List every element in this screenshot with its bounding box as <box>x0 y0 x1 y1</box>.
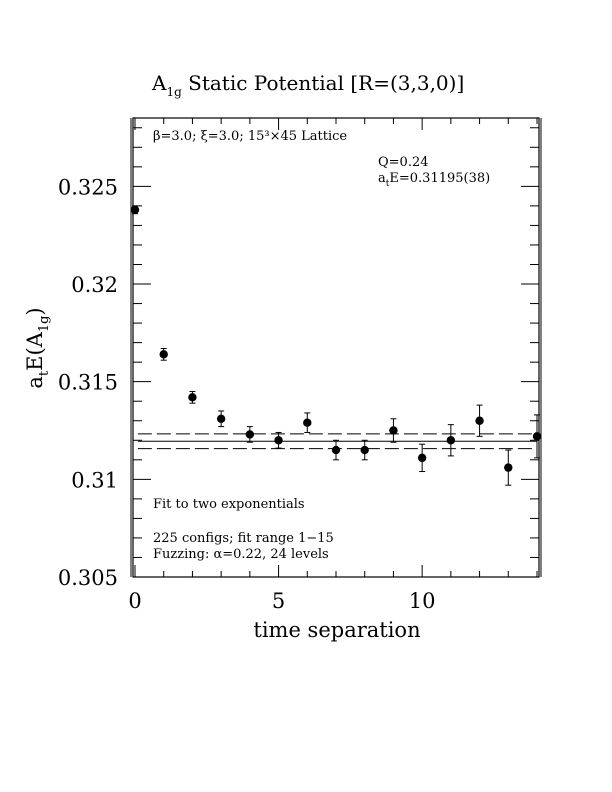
data-point <box>188 393 197 402</box>
data-point <box>446 436 456 445</box>
data-point <box>130 205 140 214</box>
x-axis-label: time separation <box>253 618 420 642</box>
configs-annotation: 225 configs; fit range 1−15 <box>153 531 334 546</box>
data-point <box>159 350 168 359</box>
data-points <box>130 205 542 486</box>
data-point <box>504 463 513 472</box>
data-point <box>274 436 283 445</box>
lattice-annotation: β=3.0; ξ=3.0; 15³×45 Lattice <box>153 129 347 144</box>
y-tick-label: 0.305 <box>58 566 118 590</box>
data-point <box>389 426 398 435</box>
data-point <box>303 418 312 427</box>
fuzzing-annotation: Fuzzing: α=0.22, 24 levels <box>153 547 329 562</box>
q-annotation: Q=0.24 <box>378 155 429 170</box>
y-tick-label: 0.32 <box>71 273 118 297</box>
y-axis-label: atE(A1g) <box>23 307 52 388</box>
x-tick-label: 5 <box>272 589 285 613</box>
data-point <box>475 416 484 425</box>
data-point <box>360 445 369 455</box>
data-point <box>532 432 542 441</box>
fit-type-annotation: Fit to two exponentials <box>153 497 305 512</box>
energy-annotation: atE=0.31195(38) <box>378 171 490 189</box>
x-tick-label: 0 <box>128 589 141 613</box>
tick-labels: 0 5 10 0.305 0.31 0.315 0.32 0.325 <box>58 175 436 613</box>
data-point <box>331 445 341 455</box>
data-point <box>245 430 255 439</box>
data-point <box>417 453 427 463</box>
chart-title: A1g Static Potential [R=(3,3,0)] <box>151 71 464 99</box>
y-tick-label: 0.325 <box>58 175 118 199</box>
y-tick-label: 0.315 <box>58 371 118 395</box>
axis-ticks <box>133 118 539 578</box>
y-tick-label: 0.31 <box>71 468 118 492</box>
data-point <box>216 414 226 423</box>
x-tick-label: 10 <box>409 589 436 613</box>
